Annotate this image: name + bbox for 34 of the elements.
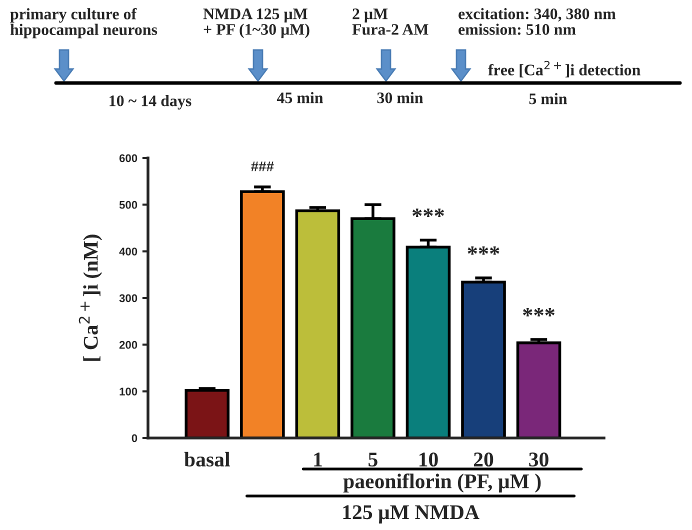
- text: excitation: 340, 380 nm emission: 510 nm: [458, 8, 616, 35]
- text: 10 ~ 14 days: [110, 95, 192, 110]
- text: primary culture of hippocampal neurons: [10, 8, 158, 38]
- bar: [406, 246, 451, 438]
- y-tick-label: 0: [132, 434, 138, 442]
- y-tick-label: 600: [119, 154, 138, 162]
- y-tick-label: 500: [119, 200, 138, 209]
- text: 5 min: [529, 93, 568, 104]
- bar: [516, 341, 562, 438]
- bar: [184, 389, 230, 438]
- annotation: ###: [251, 162, 274, 172]
- text: 2 μM Fura-2 AM: [352, 8, 428, 35]
- x-tick-label: 5: [368, 452, 378, 467]
- y-tick-label: 100: [120, 388, 138, 396]
- y-tick-label: 300: [119, 294, 138, 302]
- x-tick-label: basal: [184, 452, 230, 467]
- annotation: ***: [412, 208, 444, 217]
- x-tick-label: 10: [419, 452, 438, 467]
- x-tick-label: 30: [529, 452, 548, 467]
- text: free [Ca$^{2+}$]i detection: [488, 60, 640, 78]
- bar: [295, 209, 340, 438]
- y-tick-label: 400: [119, 248, 138, 256]
- text: 45 min: [276, 92, 324, 104]
- y-tick-label: 200: [119, 340, 138, 349]
- x-tick-label: 1: [314, 452, 322, 466]
- text: 125 μM NMDA: [343, 505, 480, 524]
- bar: [461, 280, 506, 438]
- x-tick-label: 20: [474, 452, 494, 467]
- y-axis-title: [ Ca$^{2+}$]i (nM): [78, 234, 102, 361]
- text: paeoniflorin (PF, μM ): [343, 473, 541, 493]
- text: NMDA 125 μM + PF (1~30 μM): [203, 8, 310, 38]
- annotation: ***: [468, 246, 500, 255]
- text: 30 min: [377, 92, 424, 104]
- annotation: ***: [523, 308, 555, 316]
